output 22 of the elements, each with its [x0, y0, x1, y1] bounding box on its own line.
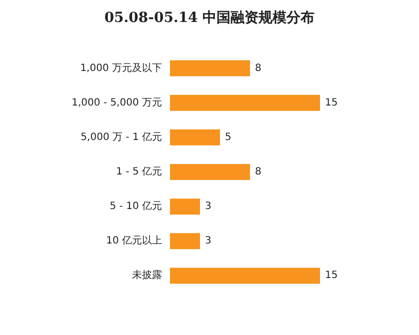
data-label: 15 — [325, 97, 338, 108]
data-label: 8 — [255, 62, 262, 74]
data-label: 3 — [205, 201, 212, 212]
y-tick-label: 5 - 10 亿元 — [110, 201, 162, 212]
bar — [170, 233, 200, 250]
y-tick-label: 1,000 万元及以下 — [80, 62, 162, 74]
bar — [170, 268, 320, 284]
bar — [170, 60, 250, 76]
data-label: 15 — [325, 270, 338, 282]
bar — [170, 129, 220, 146]
bar — [170, 94, 320, 111]
y-tick-label: 5,000 万 - 1 亿元 — [80, 132, 162, 143]
data-label: 3 — [205, 236, 212, 247]
y-tick-label: 10 亿元以上 — [106, 234, 162, 247]
y-tick-label: 1 - 5 亿元 — [116, 166, 162, 178]
y-tick-label: 未披露 — [132, 269, 162, 282]
bar — [170, 164, 250, 180]
chart-title: 05.08-05.14 中国融资规模分布 — [104, 10, 315, 26]
bar — [170, 198, 200, 215]
data-label: 8 — [255, 166, 262, 178]
data-label: 5 — [225, 132, 232, 143]
y-tick-label: 1,000 - 5,000 万元 — [72, 97, 162, 108]
